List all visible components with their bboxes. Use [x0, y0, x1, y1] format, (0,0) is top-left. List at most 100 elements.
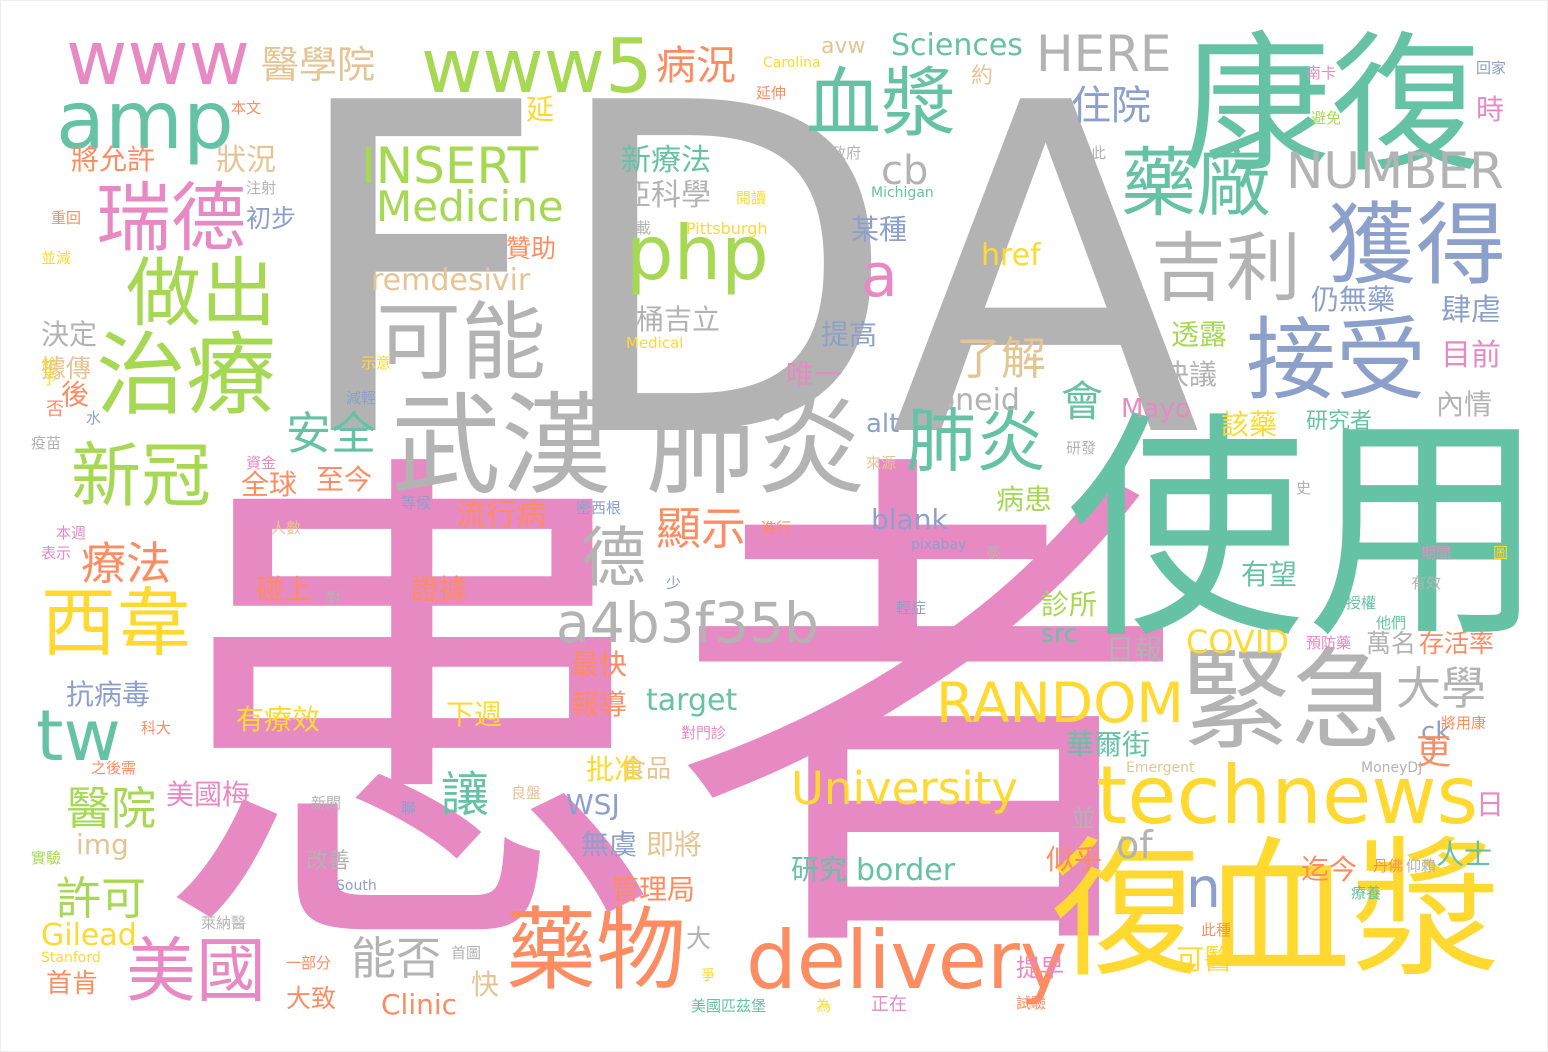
cloud-word: 新療法 [621, 143, 711, 178]
cloud-word: 安全 [286, 407, 377, 460]
cloud-word: 顯示 [656, 502, 747, 555]
cloud-word: amp [56, 74, 234, 167]
cloud-word: 後 [61, 378, 90, 411]
cloud-word: 有望 [1241, 558, 1298, 591]
cloud-word: 全球 [241, 468, 298, 501]
cloud-word: 進行 [761, 519, 792, 537]
cloud-word: 亞科學 [621, 178, 711, 213]
cloud-word: 吉利 [1151, 224, 1302, 312]
cloud-word: 大學 [1396, 662, 1487, 715]
cloud-word: 為 [816, 997, 832, 1015]
cloud-word: 療法 [81, 537, 172, 590]
cloud-word: 此種 [1201, 921, 1232, 939]
cloud-word: Mayo [1121, 394, 1191, 424]
cloud-word: 藥物 [506, 898, 686, 1003]
cloud-word: a4b3f35b [556, 591, 819, 655]
cloud-word: 資金 [246, 454, 277, 472]
cloud-word: 南卡 [1306, 64, 1337, 82]
cloud-word: 某種 [851, 213, 908, 246]
cloud-word: 讓 [441, 767, 490, 823]
cloud-word: Sciences [891, 28, 1023, 63]
cloud-word: NUMBER [1286, 142, 1504, 200]
cloud-word: target [646, 683, 738, 718]
cloud-word: Emergent [1126, 760, 1195, 776]
cloud-word: WSJ [566, 788, 620, 821]
cloud-word: ck [1421, 717, 1451, 747]
cloud-word: Gilead [41, 918, 137, 953]
cloud-word: 大致 [286, 984, 337, 1013]
cloud-word: Pittsburgh [686, 219, 768, 238]
cloud-word: 表示 [41, 544, 72, 562]
cloud-word: 注射 [246, 179, 277, 197]
cloud-word: 快 [471, 968, 500, 1001]
cloud-word: 可能 [376, 294, 547, 393]
cloud-word: 萬名 [1366, 629, 1417, 658]
cloud-word: 贊助 [506, 234, 557, 263]
cloud-word: 新聞 [311, 794, 342, 812]
cloud-word: 等候 [401, 494, 432, 512]
cloud-word: 醫院 [66, 782, 157, 835]
cloud-word: n [1186, 856, 1221, 920]
cloud-word: 病況 [656, 43, 736, 89]
cloud-word: 史 [1296, 479, 1312, 497]
cloud-word: 藥廠 [1121, 139, 1272, 227]
cloud-word: 藉此 [1076, 144, 1107, 162]
cloud-word: 該藥 [1221, 408, 1278, 441]
cloud-word: HERE [1036, 25, 1172, 83]
cloud-word: 本文 [231, 99, 262, 117]
cloud-word: 內情 [1436, 388, 1493, 421]
cloud-word: 約 [971, 64, 994, 89]
cloud-word: 實驗 [31, 849, 62, 867]
cloud-word: pixabay [911, 537, 967, 553]
cloud-word: Medicine [376, 182, 564, 231]
cloud-word: 研究 [791, 853, 848, 886]
cloud-word: 無虞 [581, 828, 638, 861]
cloud-word: 療養 [1351, 884, 1382, 902]
cloud-word: 唯一 [786, 358, 843, 391]
cloud-word: border [856, 853, 956, 888]
cloud-word: 預防藥 [1306, 634, 1352, 652]
cloud-word: 有療效 [236, 703, 321, 736]
cloud-word: 研發 [1066, 439, 1097, 457]
cloud-word: 使用 [1065, 391, 1546, 671]
cloud-word: cb [881, 148, 929, 194]
cloud-word: 將用康 [1441, 714, 1487, 732]
cloud-word: img [76, 828, 129, 861]
cloud-word: 狀況 [216, 143, 276, 178]
cloud-word: 對 [326, 589, 342, 607]
cloud-word: 良盤 [511, 784, 542, 802]
cloud-word: 似乎 [1046, 843, 1103, 876]
cloud-word: 目前 [1441, 338, 1501, 373]
cloud-word: 試驗 [1016, 994, 1047, 1012]
cloud-word: 並 [1071, 804, 1097, 833]
cloud-word: 授權 [1346, 594, 1377, 612]
cloud-word: 科大 [141, 719, 172, 737]
cloud-word: delivery [746, 914, 1068, 1007]
cloud-word: 本週 [56, 524, 87, 542]
cloud-word: 少 [666, 574, 682, 592]
cloud-word: 流行病 [456, 498, 546, 533]
cloud-word: a [861, 241, 898, 311]
cloud-word: 碰上 [256, 573, 313, 606]
cloud-word: FDA [286, 9, 1202, 538]
cloud-word: 西韋 [41, 579, 192, 667]
cloud-word: INSERT [361, 137, 539, 195]
cloud-word: 並減 [41, 249, 72, 267]
cloud-word: 初步 [246, 204, 297, 233]
cloud-word: 丹佛 [1373, 857, 1404, 875]
cloud-word: remdesivir [371, 263, 531, 298]
cloud-word: RANDOM [936, 671, 1184, 735]
cloud-word: 將允許 [71, 143, 156, 176]
cloud-word: 治療 [96, 323, 276, 428]
cloud-word: 管理局 [611, 873, 696, 906]
cloud-word: Clinic [381, 988, 458, 1021]
cloud-word: 他們 [1376, 614, 1407, 632]
cloud-word: 一部分 [286, 954, 332, 972]
cloud-word: University [791, 762, 1018, 815]
cloud-word: 仍無藥 [1311, 283, 1396, 316]
cloud-word: 患者 [151, 413, 1191, 1019]
cloud-word: MoneyDJ [1361, 760, 1423, 776]
cloud-word: 期間 [1421, 544, 1452, 562]
cloud-word: 證據 [411, 573, 468, 606]
